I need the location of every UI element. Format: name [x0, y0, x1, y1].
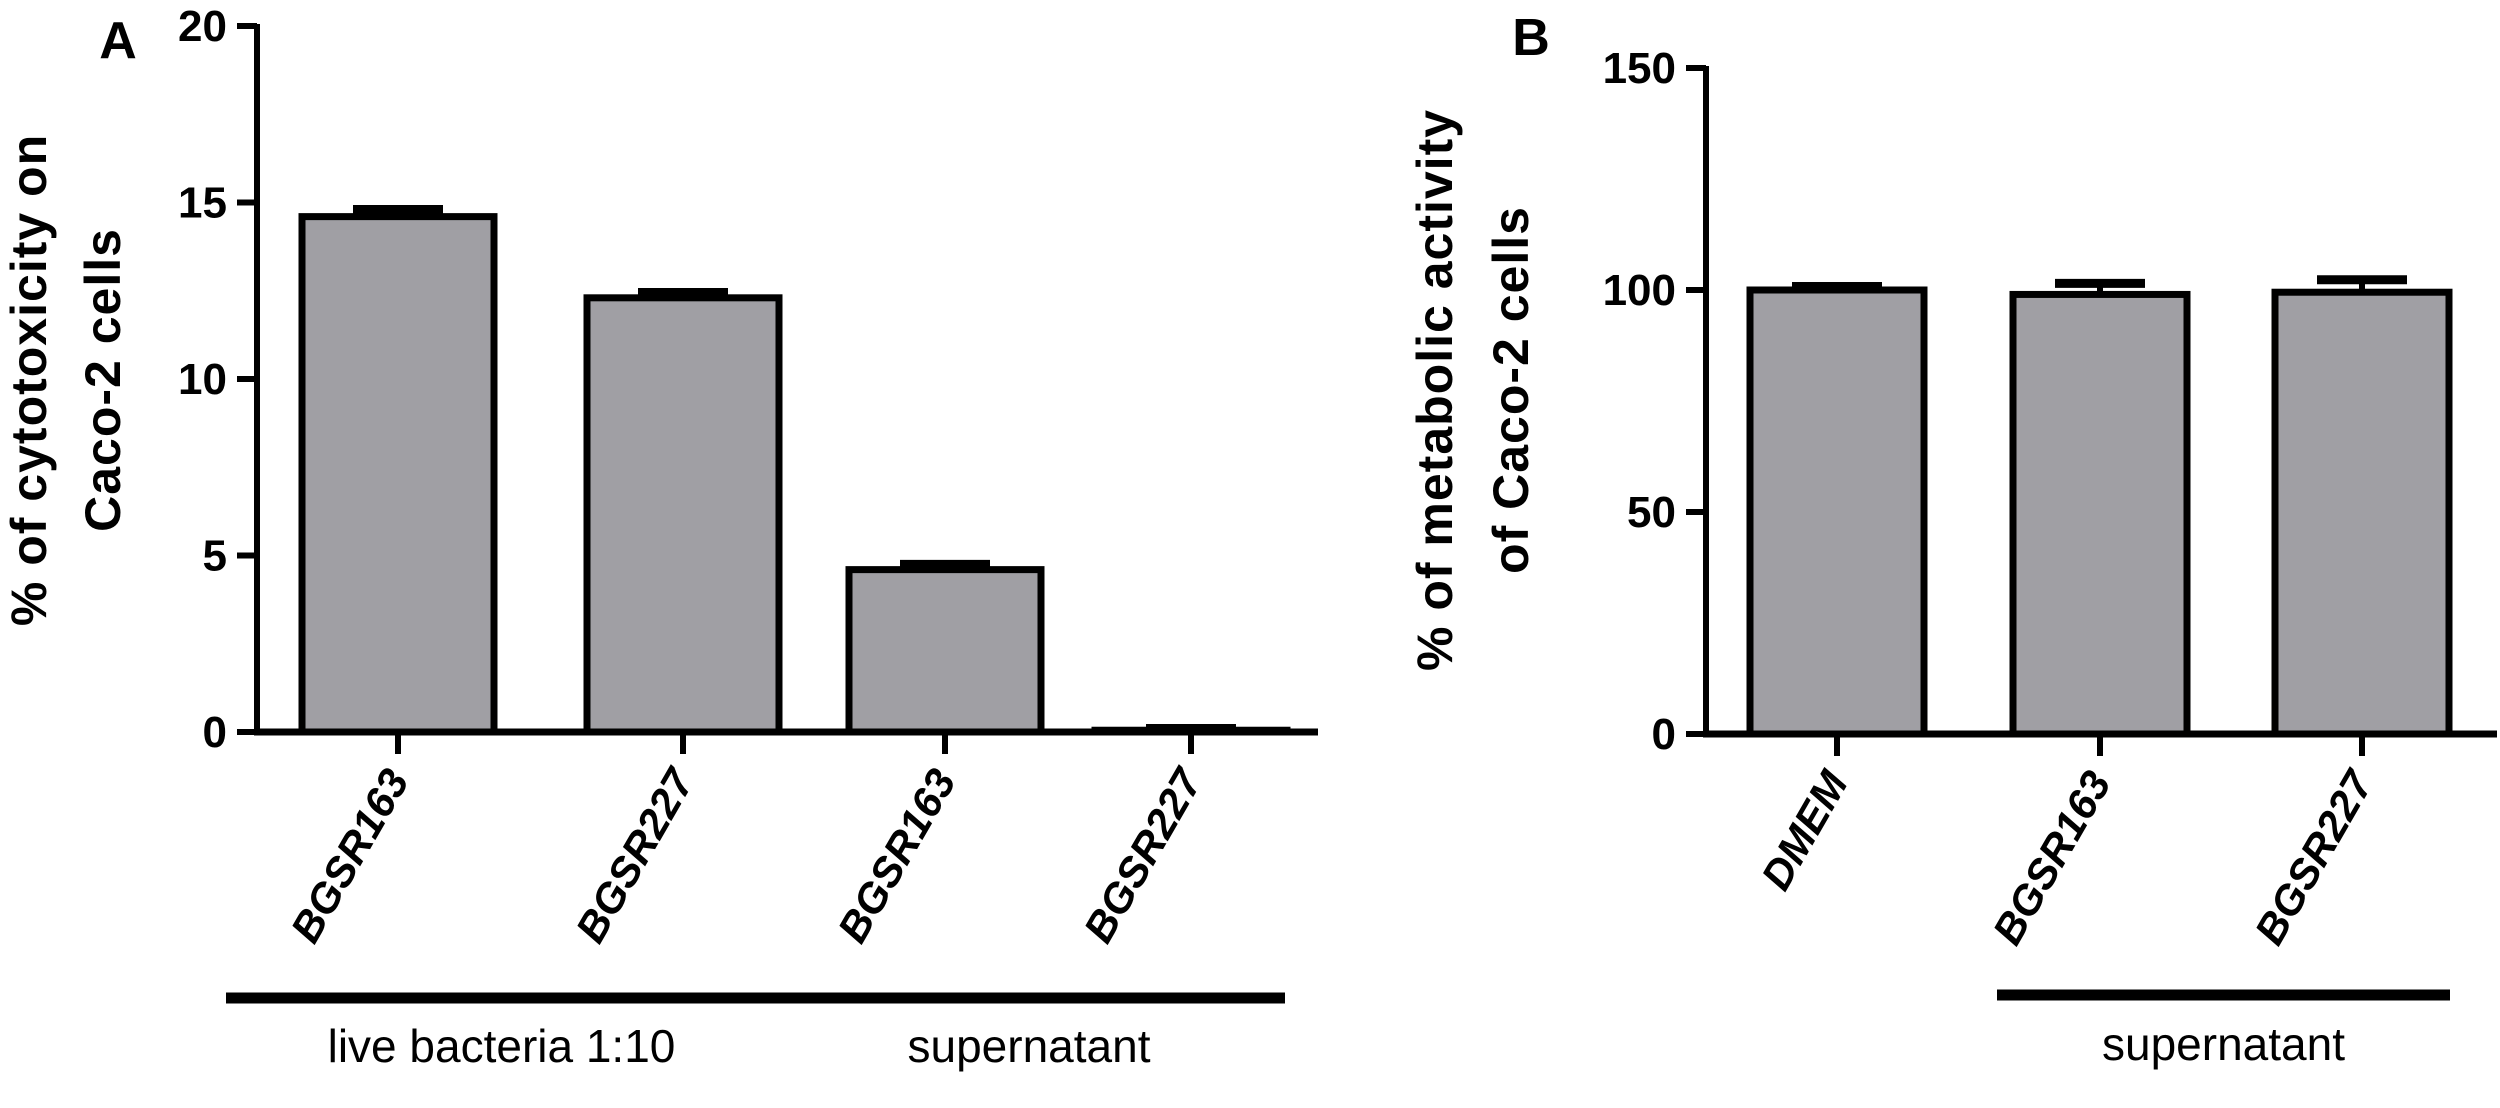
x-tick-label: BGSR227: [2245, 762, 2382, 953]
y-tick-label: 15: [178, 179, 227, 228]
y-tick-label: 100: [1603, 266, 1676, 315]
panel-b: B % of metabolic activity of Caco-2 cell…: [1407, 9, 2497, 1070]
group-label: supernatant: [908, 1020, 1151, 1072]
y-tick-label: 0: [203, 708, 227, 757]
y-axis-label-b-line2: of Caco-2 cells: [1483, 206, 1539, 574]
y-axis-b: 0 50 100 150: [1603, 44, 1709, 759]
x-tick-label: BGSR227: [1074, 760, 1211, 951]
y-axis-label-a-line1: % of cytotoxicity on: [1, 134, 57, 626]
bar-bgsr163: [845, 566, 1045, 736]
panel-letter-a: A: [99, 12, 137, 70]
bars-a: [298, 205, 1291, 736]
x-tick-label: DMEM: [1752, 762, 1857, 898]
group-brackets-a: live bacteria 1:10 supernatant: [226, 992, 1285, 1072]
y-axis-a: 0 5 10 15 20: [178, 2, 260, 757]
y-tick-label: 150: [1603, 44, 1676, 93]
group-brackets-b: supernatant: [1997, 989, 2450, 1070]
x-tick-label: BGSR163: [828, 761, 964, 950]
x-tick-label: BGSR227: [566, 760, 703, 951]
bar-bgsr227: [2271, 288, 2453, 738]
panel-letter-b: B: [1512, 9, 1550, 67]
bar-bgsr163: [298, 213, 498, 736]
y-tick-label: 10: [178, 355, 227, 404]
x-axis-b: DMEM BGSR163 BGSR227: [1703, 730, 2497, 953]
y-axis-label-b-line1: % of metabolic activity: [1407, 109, 1463, 671]
bar-bgsr227: [583, 294, 783, 736]
x-tick-label: BGSR163: [281, 761, 417, 950]
y-axis-label-a-line2: Caco-2 cells: [75, 228, 131, 532]
x-axis-a: BGSR163 BGSR227 BGSR163 BGSR227: [254, 728, 1318, 951]
panel-a: A % of cytotoxicity on Caco-2 cells 0 5 10…: [1, 2, 1318, 1072]
bar-dmem: [1746, 286, 1928, 738]
group-label: live bacteria 1:10: [328, 1020, 676, 1072]
y-tick-label: 20: [178, 2, 227, 51]
y-tick-label: 50: [1627, 488, 1676, 537]
group-label: supernatant: [2102, 1018, 2345, 1070]
bars-b: [1746, 275, 2453, 738]
bar-bgsr163: [2009, 290, 2191, 738]
y-tick-label: 5: [203, 532, 227, 581]
y-tick-label: 0: [1652, 710, 1676, 759]
x-tick-label: BGSR163: [1983, 763, 2119, 952]
